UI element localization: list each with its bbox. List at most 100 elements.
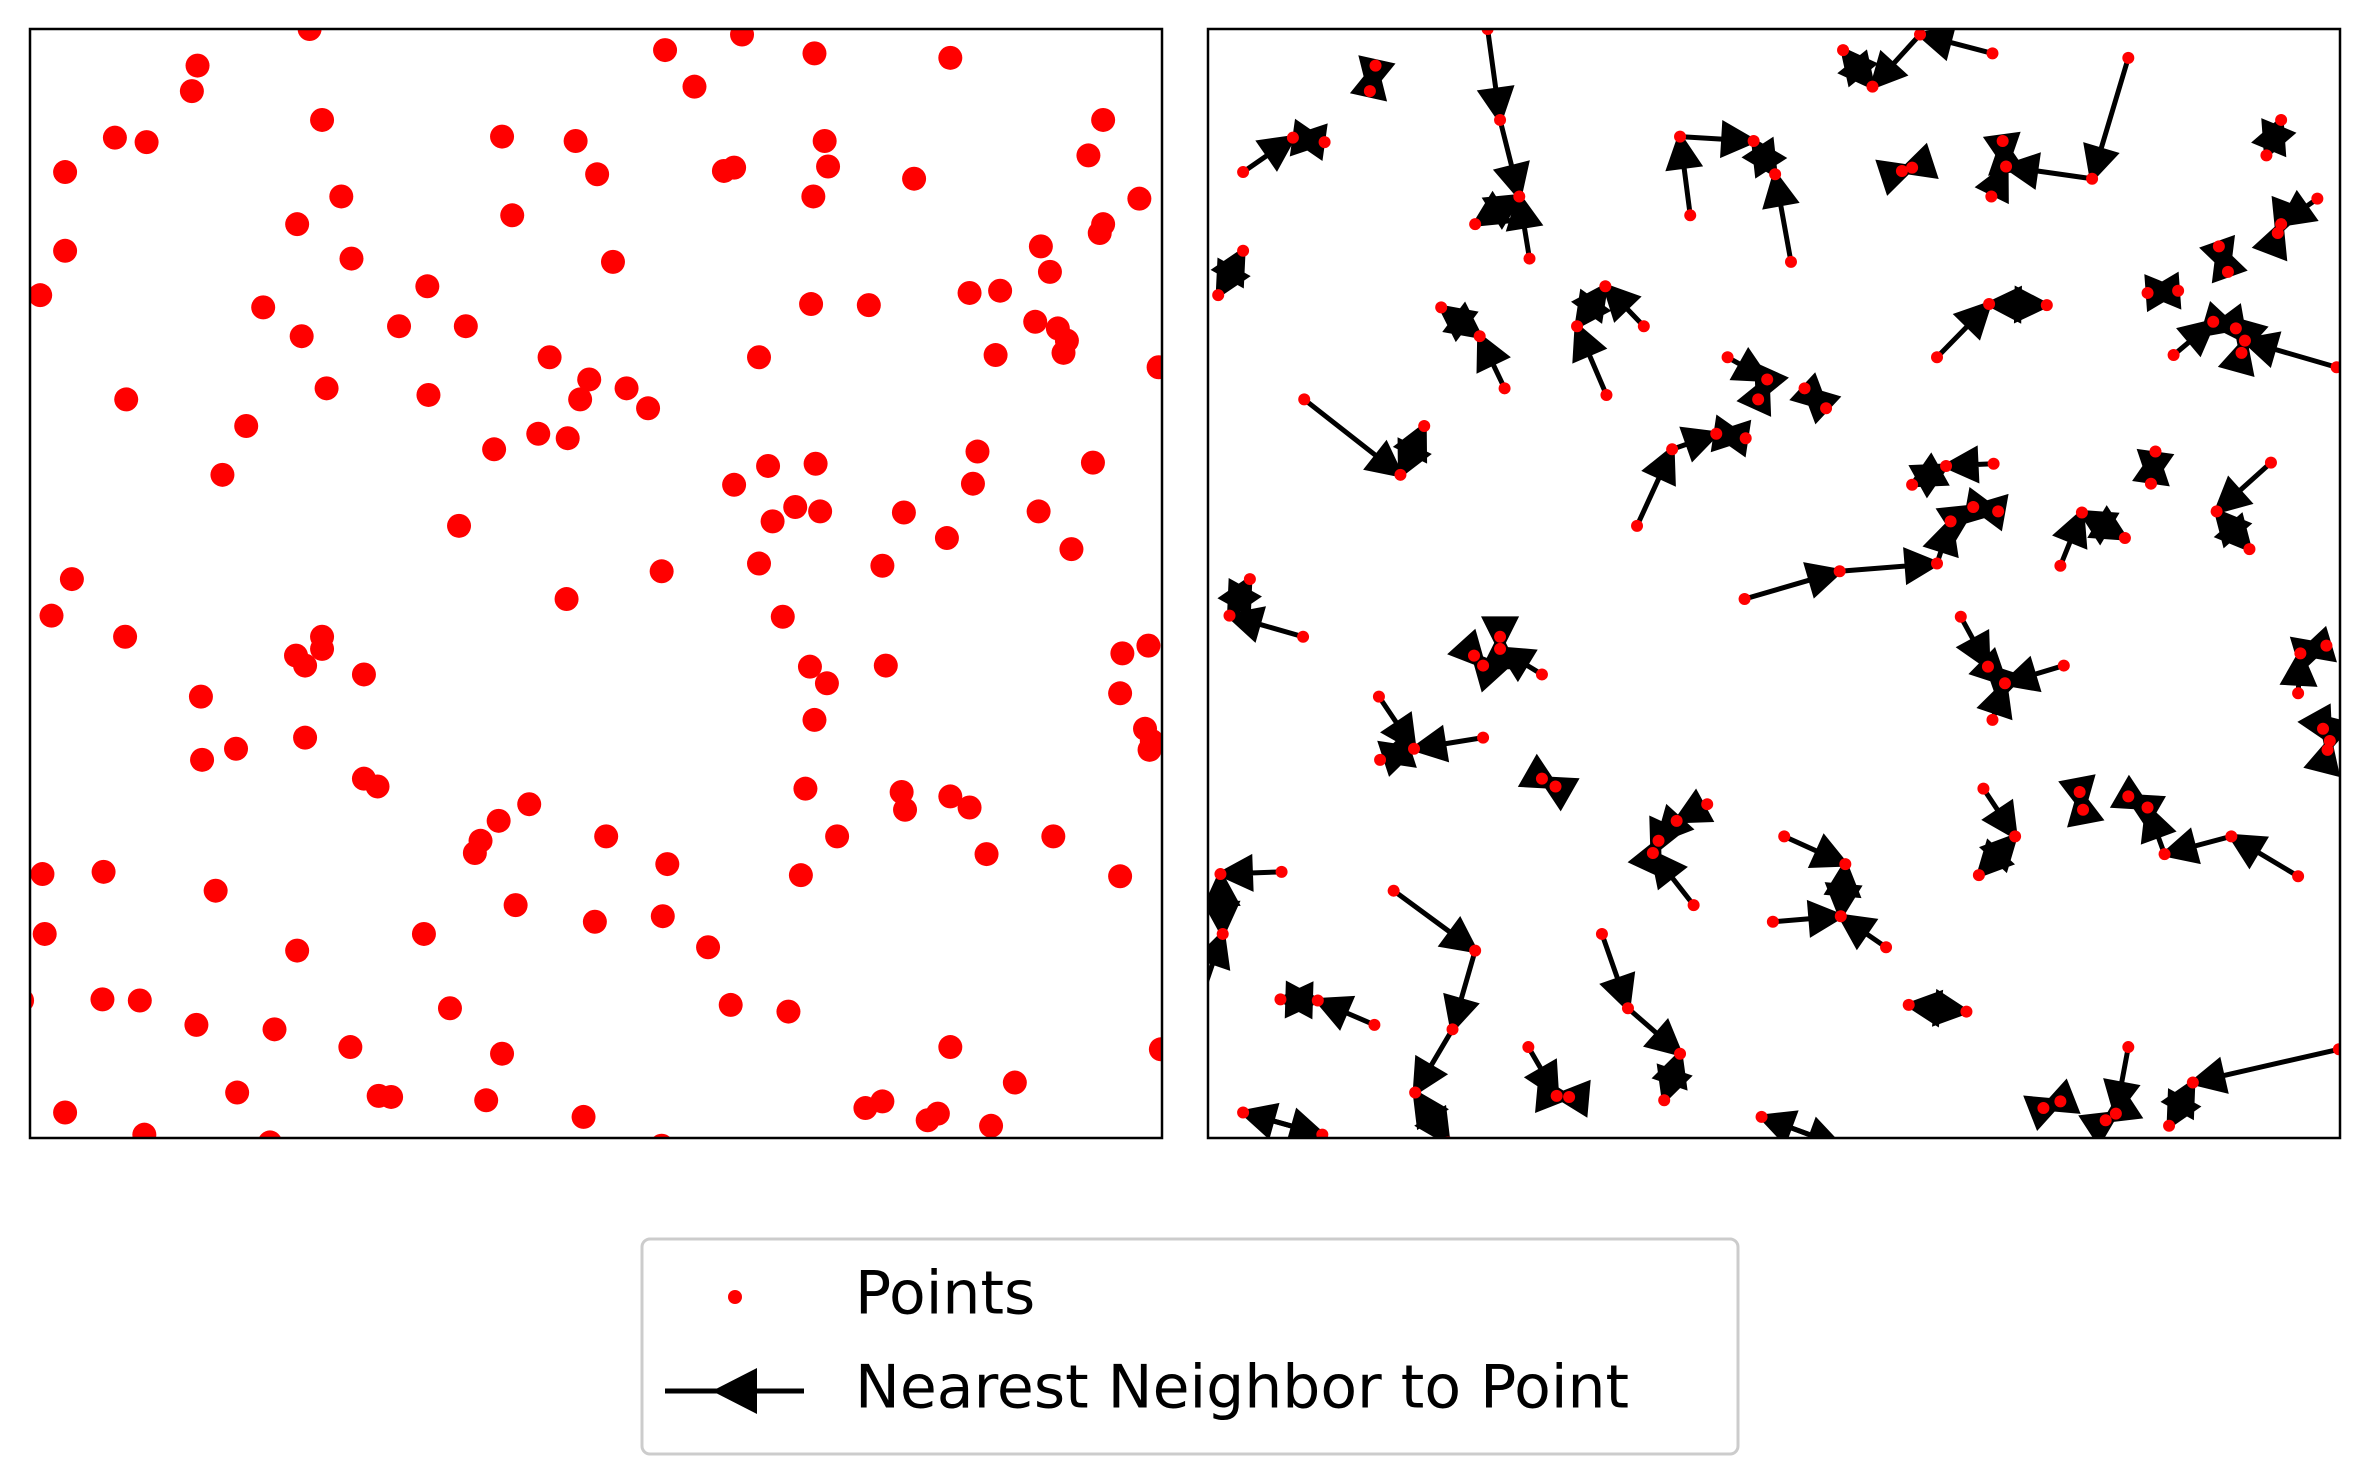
point	[2294, 647, 2307, 660]
nearest-neighbor-arrow	[1208, 868, 1241, 935]
nearest-neighbor-arrow	[1312, 995, 1376, 1031]
point	[571, 1104, 596, 1129]
point	[2054, 559, 2067, 572]
point	[816, 154, 841, 179]
point	[1091, 107, 1116, 132]
nearest-neighbor-arrow	[1443, 949, 1480, 1035]
nearest-neighbor-arrow	[1935, 300, 1993, 360]
point	[310, 107, 335, 132]
point	[2317, 722, 2330, 735]
point	[722, 155, 747, 180]
point	[2141, 801, 2154, 814]
point	[756, 453, 781, 478]
point	[1931, 557, 1944, 570]
point	[1710, 427, 1723, 440]
point	[1316, 1128, 1329, 1138]
point	[2075, 506, 2088, 519]
nearest-neighbor-arrow	[1208, 928, 1231, 985]
point	[59, 567, 84, 592]
point	[114, 387, 139, 412]
point	[90, 987, 115, 1012]
point	[2086, 172, 2099, 185]
point	[2099, 1114, 2112, 1127]
point	[802, 41, 827, 66]
point	[1769, 168, 1782, 181]
point	[1595, 927, 1608, 940]
point	[1137, 737, 1162, 762]
point	[2330, 361, 2340, 374]
point	[1237, 244, 1250, 257]
nearest-neighbor-arrow	[1940, 445, 1994, 484]
nearest-neighbor-arrow	[1601, 282, 1646, 328]
point	[1721, 351, 1734, 364]
point	[1535, 772, 1548, 785]
nearest-neighbor-arrow	[1476, 29, 1515, 126]
point	[1571, 320, 1584, 333]
point	[2077, 803, 2090, 816]
point	[1494, 113, 1507, 126]
point	[938, 1035, 963, 1060]
point	[2275, 113, 2288, 126]
point	[2000, 160, 2013, 173]
nearest-neighbor-arrow	[1671, 426, 1722, 463]
point	[415, 274, 440, 299]
point	[1387, 884, 1400, 897]
nearest-neighbor-arrow	[1999, 655, 2065, 693]
point	[447, 513, 472, 538]
point	[2235, 346, 2248, 359]
point	[1761, 373, 1774, 386]
point	[1481, 29, 1494, 35]
point	[983, 343, 1008, 368]
point	[517, 792, 542, 817]
point	[1981, 660, 1994, 673]
point	[2054, 1095, 2067, 1108]
nearest-neighbor-arrow	[1922, 516, 1959, 565]
nearest-neighbor-arrow	[2239, 331, 2338, 370]
point	[1986, 47, 1999, 60]
point	[102, 125, 127, 150]
point	[873, 653, 898, 678]
point	[1110, 641, 1135, 666]
point	[1895, 164, 1908, 177]
point	[184, 1012, 209, 1037]
point	[1646, 846, 1659, 859]
point	[2225, 830, 2238, 843]
point	[1408, 742, 1421, 755]
point	[1985, 190, 1998, 203]
point	[1902, 998, 1915, 1011]
point	[293, 725, 318, 750]
nearest-neighbor-arrow	[1772, 899, 1847, 938]
point	[1834, 1140, 1846, 1152]
point	[1687, 899, 1700, 912]
point	[1967, 500, 1980, 513]
point	[1494, 630, 1507, 643]
point	[1522, 1041, 1535, 1054]
point	[893, 797, 918, 822]
point	[1931, 351, 1944, 364]
point	[188, 684, 213, 709]
point	[490, 124, 515, 149]
point	[2210, 505, 2223, 518]
point	[132, 1122, 157, 1138]
nearest-neighbor-arrow	[1836, 913, 1888, 951]
point	[1409, 1086, 1422, 1099]
point	[2260, 149, 2273, 162]
point	[2122, 790, 2135, 803]
point	[1637, 320, 1650, 333]
point	[474, 1088, 499, 1113]
point	[965, 439, 990, 464]
point	[1194, 994, 1206, 1006]
point	[2141, 286, 2154, 299]
point	[938, 45, 963, 70]
point	[91, 859, 116, 884]
point	[1212, 289, 1225, 302]
point	[185, 53, 210, 78]
point	[1670, 814, 1683, 827]
point	[285, 938, 310, 963]
point	[1372, 690, 1385, 703]
point	[1998, 677, 2011, 690]
point	[1494, 642, 1507, 655]
point	[902, 166, 927, 191]
point	[814, 671, 839, 696]
point	[1041, 824, 1066, 849]
